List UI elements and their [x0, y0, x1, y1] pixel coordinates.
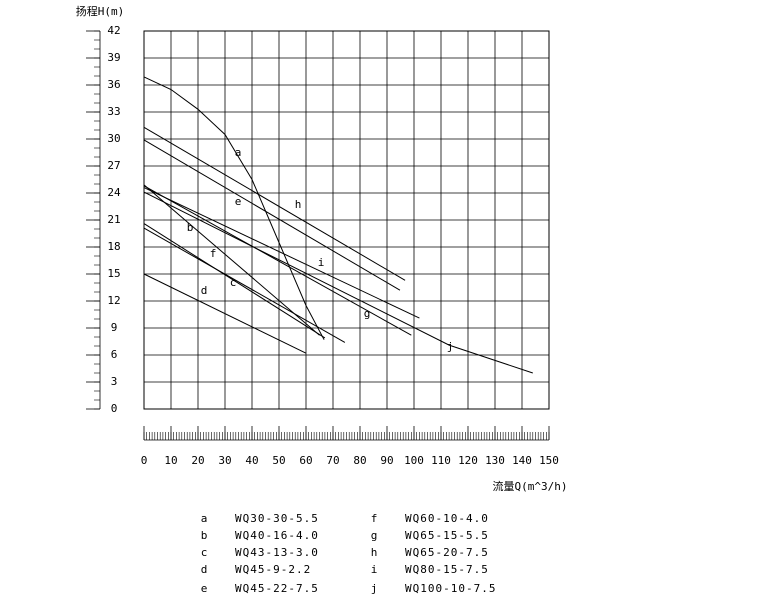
x-tick-label: 90 — [380, 454, 393, 467]
x-tick-label: 40 — [245, 454, 258, 467]
curve-label: f — [210, 247, 217, 260]
x-tick-label: 30 — [218, 454, 231, 467]
y-axis-title: 扬程H(m) — [76, 4, 125, 18]
x-tick-label: 60 — [299, 454, 312, 467]
legend-key: i — [371, 563, 378, 576]
x-tick-label: 120 — [458, 454, 478, 467]
y-tick-label: 30 — [107, 132, 120, 145]
legend-key: f — [371, 512, 378, 525]
curve-label: c — [230, 276, 237, 289]
pump-curve — [143, 273, 307, 354]
pump-curve — [143, 223, 326, 339]
curve-label: h — [295, 198, 302, 211]
y-tick-label: 42 — [107, 24, 120, 37]
legend-key: c — [201, 546, 208, 559]
curve-label: e — [235, 195, 242, 208]
y-tick-label: 12 — [107, 294, 120, 307]
curve-label: j — [447, 340, 454, 353]
legend-model: WQ40-16-4.0 — [235, 529, 319, 542]
legend-key: e — [201, 582, 208, 595]
x-tick-label: 130 — [485, 454, 505, 467]
x-tick-label: 150 — [539, 454, 559, 467]
legend-key: h — [371, 546, 378, 559]
curve-label: d — [201, 284, 208, 297]
curve-label: g — [364, 307, 371, 320]
x-tick-label: 140 — [512, 454, 532, 467]
legend-key: j — [371, 582, 378, 595]
pump-curve — [143, 227, 346, 343]
curve-label: b — [187, 221, 194, 234]
pump-curve — [143, 191, 533, 374]
legend-model: WQ100-10-7.5 — [405, 582, 496, 595]
legend-model: WQ65-15-5.5 — [405, 529, 489, 542]
legend-model: WQ65-20-7.5 — [405, 546, 489, 559]
y-tick-label: 27 — [107, 159, 120, 172]
y-tick-label: 9 — [111, 321, 118, 334]
legend-model: WQ45-22-7.5 — [235, 582, 319, 595]
pump-curve — [143, 187, 420, 319]
legend-key: d — [201, 563, 208, 576]
legend-key: a — [201, 512, 208, 525]
x-tick-label: 70 — [326, 454, 339, 467]
x-tick-label: 80 — [353, 454, 366, 467]
legend-key: b — [201, 529, 208, 542]
y-tick-label: 15 — [107, 267, 120, 280]
y-tick-label: 0 — [111, 402, 118, 415]
x-tick-label: 100 — [404, 454, 424, 467]
y-tick-label: 18 — [107, 240, 120, 253]
legend-model: WQ60-10-4.0 — [405, 512, 489, 525]
curve-label: i — [318, 256, 325, 269]
curve-label: a — [235, 146, 242, 159]
x-axis-title: 流量Q(m^3/h) — [493, 479, 568, 493]
pump-curve — [143, 185, 412, 336]
y-tick-label: 6 — [111, 348, 118, 361]
x-tick-label: 10 — [164, 454, 177, 467]
legend-key: g — [371, 529, 378, 542]
x-tick-label: 50 — [272, 454, 285, 467]
y-tick-label: 24 — [107, 186, 121, 199]
pump-curve — [143, 184, 320, 336]
pump-curve — [143, 76, 325, 340]
legend-model: WQ80-15-7.5 — [405, 563, 489, 576]
y-tick-label: 39 — [107, 51, 120, 64]
legend-model: WQ43-13-3.0 — [235, 546, 319, 559]
y-tick-label: 33 — [107, 105, 120, 118]
x-tick-label: 0 — [141, 454, 148, 467]
x-tick-label: 20 — [191, 454, 204, 467]
pump-curve — [143, 139, 401, 291]
y-tick-label: 3 — [111, 375, 118, 388]
x-tick-label: 110 — [431, 454, 451, 467]
y-tick-label: 21 — [107, 213, 120, 226]
pump-curve — [143, 126, 406, 281]
legend-model: WQ30-30-5.5 — [235, 512, 319, 525]
legend-model: WQ45-9-2.2 — [235, 563, 311, 576]
y-tick-label: 36 — [107, 78, 120, 91]
